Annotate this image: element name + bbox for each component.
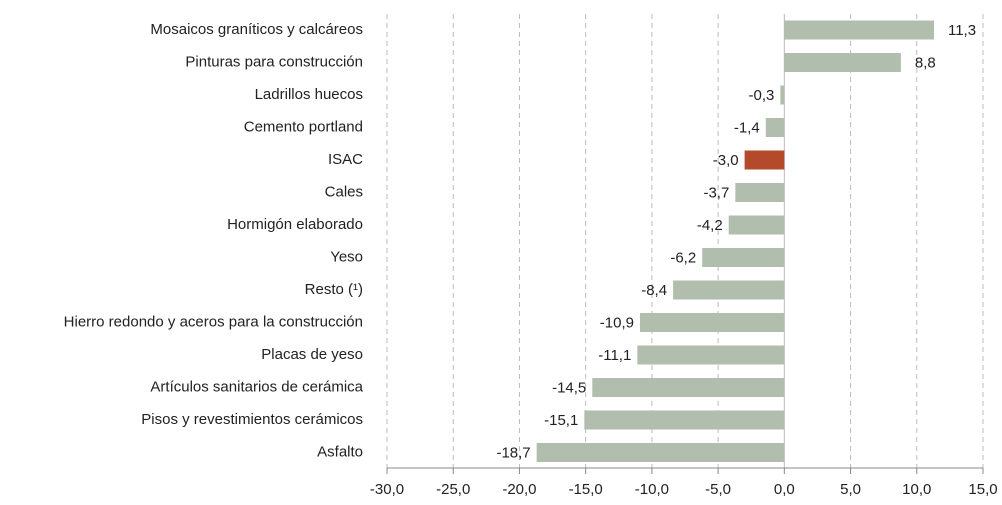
bar (702, 248, 785, 267)
value-label: -11,1 (598, 347, 631, 364)
y-tick-label: Pinturas para construcción (185, 53, 363, 70)
y-tick-label: Placas de yeso (261, 346, 363, 363)
y-tick-label: Ladrillos huecos (255, 86, 363, 103)
y-tick-label: Hierro redondo y aceros para la construc… (64, 313, 363, 330)
bar (765, 118, 785, 137)
value-label: 8,8 (915, 54, 936, 71)
value-label: -3,7 (703, 184, 729, 201)
y-tick-label: Resto (¹) (305, 281, 363, 298)
x-tick-label: -10,0 (635, 481, 669, 498)
value-label: -8,4 (641, 282, 667, 299)
y-tick-label: ISAC (328, 151, 363, 168)
value-label: -6,2 (670, 249, 696, 266)
value-label: -4,2 (697, 217, 723, 234)
x-tick-label: 5,0 (840, 481, 861, 498)
bar (784, 53, 901, 72)
x-tick-label: -20,0 (502, 481, 536, 498)
x-tick-label: -5,0 (705, 481, 731, 498)
value-label: -10,9 (600, 314, 634, 331)
value-label: -18,7 (496, 444, 530, 461)
bar (780, 85, 785, 105)
y-tick-label: Asfalto (317, 443, 363, 460)
x-tick-label: -15,0 (569, 481, 603, 498)
x-tick-label: 0,0 (774, 481, 795, 498)
bar (784, 20, 934, 40)
x-tick-label: -25,0 (436, 481, 470, 498)
y-tick-label: Cales (325, 183, 363, 200)
y-tick-label: Artículos sanitarios de cerámica (150, 378, 363, 395)
y-tick-label: Yeso (330, 248, 363, 265)
x-tick-label: 10,0 (902, 481, 931, 498)
value-label: 11,3 (948, 22, 976, 39)
value-label: -3,0 (713, 152, 739, 169)
value-label: -15,1 (544, 412, 578, 429)
bar (592, 378, 785, 397)
bar (728, 215, 785, 235)
y-tick-label: Pisos y revestimientos cerámicos (141, 411, 363, 428)
value-label: -0,3 (749, 87, 775, 104)
y-tick-label: Mosaicos graníticos y calcáreos (150, 21, 363, 38)
value-label: -1,4 (734, 119, 760, 136)
value-label: -14,5 (552, 379, 586, 396)
y-tick-label: Cemento portland (244, 118, 363, 135)
y-tick-label: Hormigón elaborado (227, 216, 363, 233)
bar (744, 150, 785, 170)
bar (673, 280, 785, 300)
x-tick-label: -30,0 (370, 481, 404, 498)
x-tick-label: 15,0 (968, 481, 997, 498)
bar (735, 183, 785, 202)
bar (639, 313, 785, 332)
bar (637, 345, 785, 365)
bar (584, 410, 785, 430)
bar (536, 443, 785, 462)
